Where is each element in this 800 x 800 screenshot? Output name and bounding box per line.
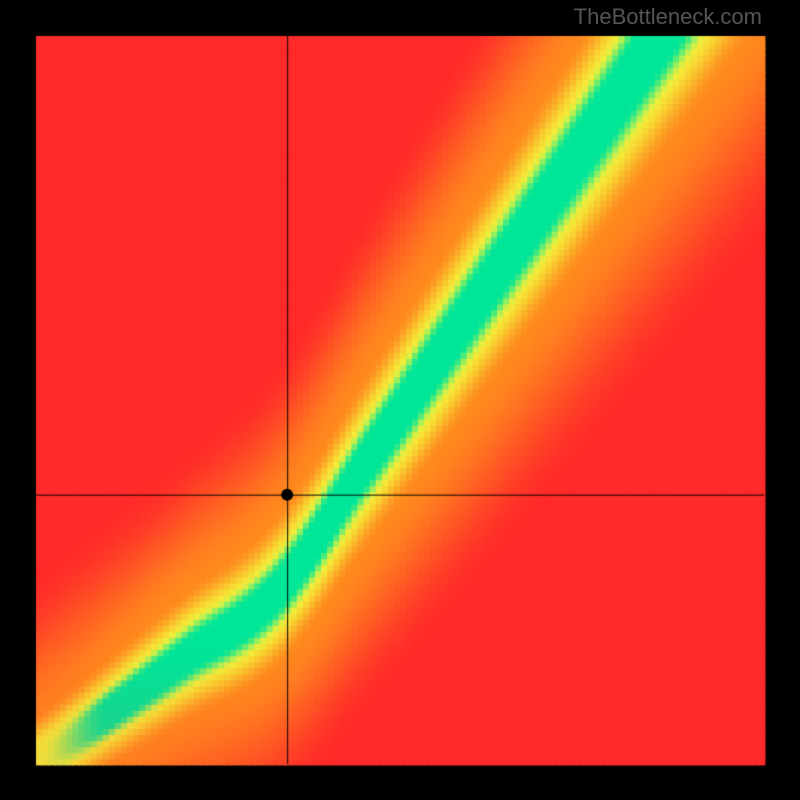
watermark-text: TheBottleneck.com xyxy=(574,4,762,30)
crosshair-overlay xyxy=(0,0,800,800)
chart-container: TheBottleneck.com xyxy=(0,0,800,800)
